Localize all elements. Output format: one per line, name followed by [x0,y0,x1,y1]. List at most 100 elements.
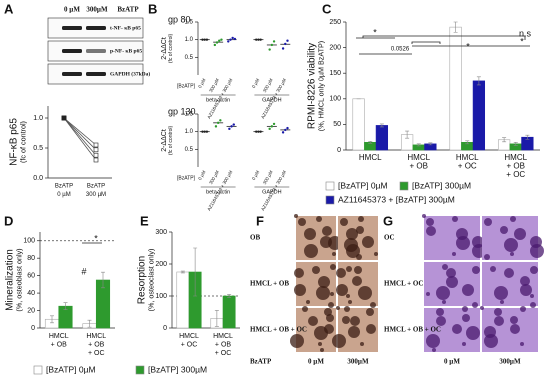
micrograph-detail [452,216,458,222]
x-tick-label: HMCL [86,333,106,340]
y-tick-label: 0.5 [185,55,194,61]
micrograph-detail [294,214,298,218]
micrograph-detail [504,268,514,278]
y-tick-label: 80 [27,255,35,262]
bracket [411,41,441,44]
category-title: [BzATP] [177,175,196,181]
y-label: Resorption [137,256,148,304]
micrograph-detail [308,316,318,326]
chart-title: gp 80 [168,14,191,24]
bar [375,125,389,151]
blot-treatment: BzATP [117,6,139,14]
micrograph-detail [366,308,374,316]
point [93,152,99,158]
point [233,37,237,41]
error-bar [87,319,92,328]
micrograph-detail [520,306,526,312]
bar [472,80,486,151]
micrograph-detail [298,218,306,226]
micrograph-detail [318,276,330,288]
micrograph-detail [358,286,372,300]
micrograph-detail [370,302,376,308]
micrograph-detail [484,218,492,226]
micrograph-detail [436,286,450,300]
legend-swatch [325,195,335,205]
micrograph-detail [436,316,446,326]
x-tick-label: 0 µM [197,77,207,88]
micrograph-detail [472,266,480,274]
micrograph-detail [426,218,434,226]
y-tick-label: 20 [27,307,35,314]
micrograph-detail [452,324,462,334]
x-tick-label: BzATP [55,184,73,190]
point [270,43,274,47]
y-label: 2-ΔΔCt [161,37,168,60]
point [268,127,271,131]
error-bar [405,130,410,139]
y-tick-label: 0.0 [33,175,43,182]
error-bar [513,142,518,146]
x-tick-label: 300 µM [208,77,220,93]
x-tick-label: 300 µM [262,169,274,185]
y-tick-label: 1.0 [185,129,194,135]
point [284,128,287,132]
error-bar [428,142,433,146]
error-bar [193,247,198,297]
error-bar [525,134,530,140]
micrograph-detail [480,306,484,310]
y-label-sub: (%, HMCL only 0µM BzATP) [316,41,325,131]
micrograph-detail [446,268,456,278]
row-label: HMCL + OB + OC [250,326,307,334]
legend-label: [BzATP] 0µM [338,180,388,190]
legend-label: [BzATP] 0µM [46,364,96,374]
x-tick-label: + OC [458,162,477,171]
group-label: beta-actin [206,189,230,195]
micrograph-detail [426,226,436,236]
x-tick-label: HMCL [49,333,69,340]
point [205,130,209,133]
y-tick-label: 200 [329,44,341,51]
micrograph-detail [484,254,490,260]
y-tick-label: 150 [329,70,341,77]
category-title: [BzATP] [177,83,196,89]
point [201,130,204,133]
micrograph-detail [530,236,542,248]
point [268,48,271,51]
point [286,39,289,42]
micrograph-detail [510,316,518,324]
micrograph-detail [462,284,474,296]
x-tick-label: + OB [507,162,525,171]
micrograph-detail [362,236,374,248]
micrograph-detail [472,302,478,308]
panel-label: C [322,1,332,16]
treatment-label: BzATP [250,358,272,366]
error-bar [465,140,470,145]
point [203,130,206,133]
y-tick-label: 50 [333,121,341,128]
x-tick-label: BzATP [87,184,105,190]
annotation: n.s [519,28,532,38]
series-line [63,117,97,161]
micrograph-detail [330,292,334,296]
micrograph-detail [456,236,470,250]
group-label: beta-actin [206,97,230,103]
point [232,123,235,126]
blot-band [62,72,82,76]
point [93,157,99,163]
point [227,40,230,43]
x-tick-label: 300 µM [86,192,106,198]
point [272,122,276,126]
blot-column: 0 µM [64,6,80,14]
point [218,39,221,42]
micrograph-detail [302,306,308,312]
x-tick-label: + OB [215,341,231,348]
y-tick-label: 0 [31,325,35,332]
legend-swatch [135,365,145,375]
x-tick-label: + OB [51,341,67,348]
y-label-sub: (%, osteoclast only) [146,249,155,312]
y-tick-label: 300 [155,229,167,236]
micrograph-detail [510,252,514,256]
y-label-sub: (fc of control) [168,125,174,155]
y-label: RPMI-8226 viability [307,43,318,129]
